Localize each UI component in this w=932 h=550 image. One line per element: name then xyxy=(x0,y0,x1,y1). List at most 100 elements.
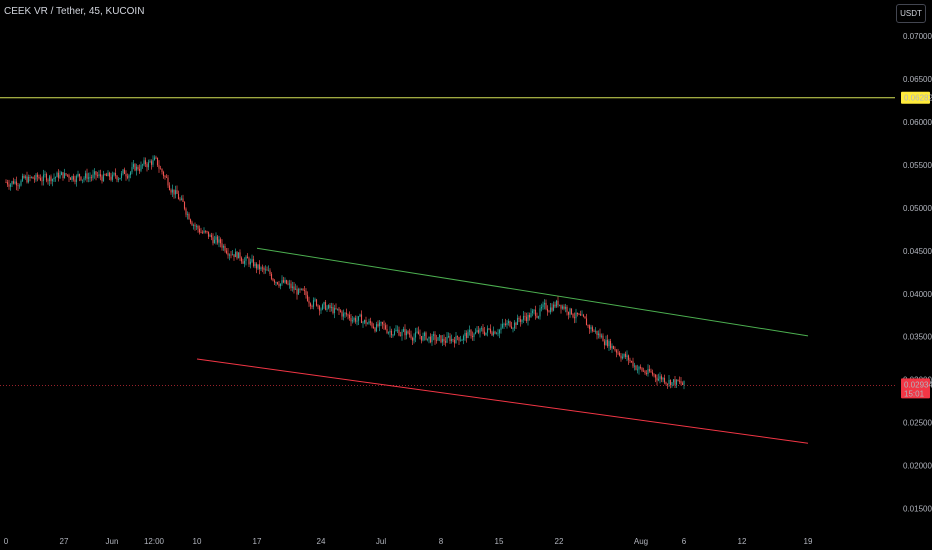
candle-body xyxy=(323,302,325,305)
candle-body xyxy=(110,176,112,180)
x-tick-label: 27 xyxy=(60,537,69,546)
candle-body xyxy=(569,308,571,315)
candle-body xyxy=(681,383,684,385)
candle-body xyxy=(536,315,538,318)
candle-body xyxy=(539,308,541,317)
candle-body xyxy=(278,284,280,287)
candle-body xyxy=(86,173,88,179)
candle-body xyxy=(468,330,471,332)
lower-trendline[interactable] xyxy=(196,358,809,444)
candle-body xyxy=(399,335,402,337)
price-axis[interactable]: 0.07000 0.06500 0.06000 0.05500 0.05000 0.045… xyxy=(903,32,932,513)
candle-body xyxy=(363,319,366,323)
candle-body xyxy=(506,322,508,326)
candle-body xyxy=(141,164,144,166)
currency-button[interactable]: USDT xyxy=(896,4,926,23)
candle-body xyxy=(369,321,372,323)
candle-body xyxy=(221,243,223,248)
candle-body xyxy=(636,369,639,371)
candle-body xyxy=(629,359,631,362)
candle-body xyxy=(270,273,273,279)
candle-body xyxy=(99,174,102,177)
candle-body xyxy=(641,367,643,371)
x-tick-label: Jun xyxy=(106,537,119,546)
candle-body xyxy=(477,330,480,333)
candle-body xyxy=(597,333,600,336)
candle-body xyxy=(167,177,169,186)
candle-body xyxy=(206,231,208,232)
candle-body xyxy=(15,181,18,186)
x-tick-label: 10 xyxy=(193,537,202,546)
candle-body xyxy=(42,174,45,182)
candle-body xyxy=(26,176,28,183)
candle-body xyxy=(23,175,25,178)
candle-body xyxy=(228,254,231,256)
candle-body xyxy=(222,246,225,248)
candle-body xyxy=(420,335,423,341)
candle-body xyxy=(27,177,30,183)
candle-body xyxy=(645,373,648,375)
x-tick-label: 6 xyxy=(682,537,687,546)
candle-body xyxy=(36,174,39,177)
candle-body xyxy=(353,318,355,321)
candle-body xyxy=(344,312,346,314)
candle-body xyxy=(347,314,349,316)
candle-body xyxy=(593,330,595,332)
candle-body xyxy=(138,169,141,171)
candle-body xyxy=(357,316,360,321)
candle-body xyxy=(620,355,622,359)
upper-trendline[interactable] xyxy=(256,247,809,337)
candle-body xyxy=(20,180,22,186)
candle-body xyxy=(18,185,21,187)
candle-body xyxy=(24,176,27,178)
candle-body xyxy=(428,336,430,339)
candle-body xyxy=(606,339,609,347)
candle-body xyxy=(605,339,607,346)
candle-body xyxy=(294,288,297,290)
candle-body xyxy=(159,168,162,170)
candle-body xyxy=(414,332,417,338)
candle-body xyxy=(453,339,456,344)
candle-body xyxy=(273,280,276,283)
candle-body xyxy=(419,334,421,336)
candle-body xyxy=(128,175,130,178)
candle-body xyxy=(84,173,87,179)
candle-body xyxy=(177,193,180,200)
candle-body xyxy=(32,176,34,179)
x-tick-label: 0 xyxy=(4,537,9,546)
candle-body xyxy=(554,304,556,307)
candle-body xyxy=(542,304,544,307)
candle-body xyxy=(512,328,514,330)
x-tick-label: 22 xyxy=(555,537,564,546)
time-axis[interactable]: 0 27 Jun 12:00 10 17 24 Jul 8 15 22 Aug 6 12 19 xyxy=(4,537,813,546)
candle-body xyxy=(548,311,550,313)
candle-body xyxy=(191,222,193,226)
candle-body xyxy=(449,336,451,342)
candle-body xyxy=(498,329,501,334)
candle-body xyxy=(425,332,427,340)
candle-body xyxy=(566,306,568,312)
candle-body xyxy=(401,331,403,336)
candle-body xyxy=(290,283,292,288)
candle-body xyxy=(171,189,174,193)
candle-body xyxy=(642,370,645,372)
candle-body xyxy=(69,177,72,180)
candle-body xyxy=(260,267,262,270)
candle-body xyxy=(360,314,363,323)
candle-body xyxy=(296,288,298,295)
candle-body xyxy=(21,175,24,181)
drawings-layer[interactable] xyxy=(0,97,895,444)
candle-body xyxy=(560,304,562,309)
candle-body xyxy=(263,267,265,270)
candle-body xyxy=(651,372,654,375)
candle-body xyxy=(261,267,264,269)
candle-body xyxy=(374,328,376,332)
candle-body xyxy=(299,289,301,290)
candle-body xyxy=(158,165,160,169)
candle-body xyxy=(495,333,498,335)
level-price-badge xyxy=(901,91,930,104)
candle-body xyxy=(527,315,529,321)
candle-body xyxy=(660,376,663,380)
